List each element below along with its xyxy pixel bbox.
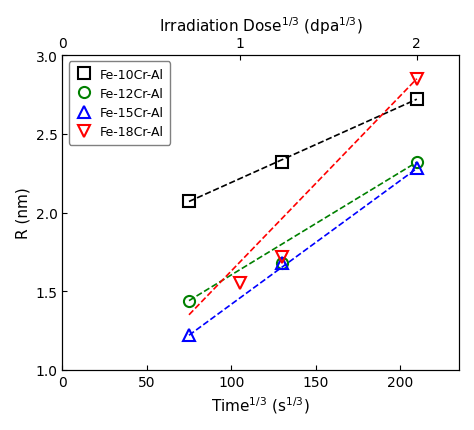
Fe-12Cr-Al: [414, 160, 419, 166]
X-axis label: Irradiation Dose$^{1/3}$ (dpa$^{1/3}$): Irradiation Dose$^{1/3}$ (dpa$^{1/3}$): [159, 15, 363, 37]
Fe-15Cr-Al: [279, 261, 285, 266]
Fe-10Cr-Al: [414, 97, 419, 102]
Fe-18Cr-Al: [414, 77, 419, 82]
Line: Fe-12Cr-Al: Fe-12Cr-Al: [183, 157, 422, 307]
Legend: Fe-10Cr-Al, Fe-12Cr-Al, Fe-15Cr-Al, Fe-18Cr-Al: Fe-10Cr-Al, Fe-12Cr-Al, Fe-15Cr-Al, Fe-1…: [69, 62, 170, 145]
Fe-18Cr-Al: [237, 281, 243, 286]
Fe-10Cr-Al: [279, 160, 285, 166]
Y-axis label: R (nm): R (nm): [15, 187, 30, 239]
X-axis label: Time$^{1/3}$ (s$^{1/3}$): Time$^{1/3}$ (s$^{1/3}$): [211, 394, 310, 415]
Fe-15Cr-Al: [186, 333, 192, 338]
Fe-10Cr-Al: [186, 200, 192, 205]
Line: Fe-10Cr-Al: Fe-10Cr-Al: [183, 95, 422, 208]
Fe-15Cr-Al: [414, 166, 419, 172]
Line: Fe-18Cr-Al: Fe-18Cr-Al: [234, 74, 422, 289]
Fe-12Cr-Al: [279, 261, 285, 266]
Fe-12Cr-Al: [186, 298, 192, 304]
Fe-18Cr-Al: [279, 255, 285, 260]
Line: Fe-15Cr-Al: Fe-15Cr-Al: [183, 163, 422, 341]
